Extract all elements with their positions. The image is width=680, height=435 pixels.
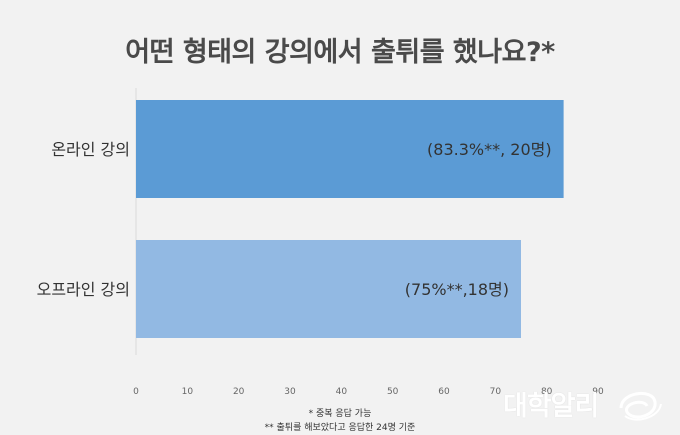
chart-title: 어떤 형태의 강의에서 출튀를 했나요?* xyxy=(125,37,555,68)
x-tick-label-70: 70 xyxy=(490,387,502,397)
category-label-1: 오프라인 강의 xyxy=(37,280,130,299)
x-tick-label-90: 90 xyxy=(592,387,604,397)
x-tick-label-20: 20 xyxy=(233,387,245,397)
bar-0 xyxy=(136,100,564,198)
logo-text: 대학알리 xyxy=(503,391,599,422)
category-label-0: 온라인 강의 xyxy=(51,140,130,159)
logo-swirl-icon xyxy=(619,392,662,421)
data-label-1: (75%**,18명) xyxy=(405,280,509,299)
x-tick-label-30: 30 xyxy=(284,387,296,397)
footnote-multiple-response: * 중복 응답 가능 xyxy=(308,409,372,419)
x-tick-label-60: 60 xyxy=(438,387,450,397)
x-tick-label-10: 10 xyxy=(182,387,194,397)
x-tick-label-40: 40 xyxy=(336,387,348,397)
x-tick-label-50: 50 xyxy=(387,387,399,397)
footnote-base: ** 출튀를 해보았다고 응답한 24명 기준 xyxy=(264,423,416,433)
x-tick-label-0: 0 xyxy=(133,387,139,397)
x-tick-label-80: 80 xyxy=(541,387,553,397)
bar-1 xyxy=(136,240,521,338)
data-label-0: (83.3%**, 20명) xyxy=(427,140,552,159)
daehak-ali-logo: 대학알리 xyxy=(503,378,668,426)
